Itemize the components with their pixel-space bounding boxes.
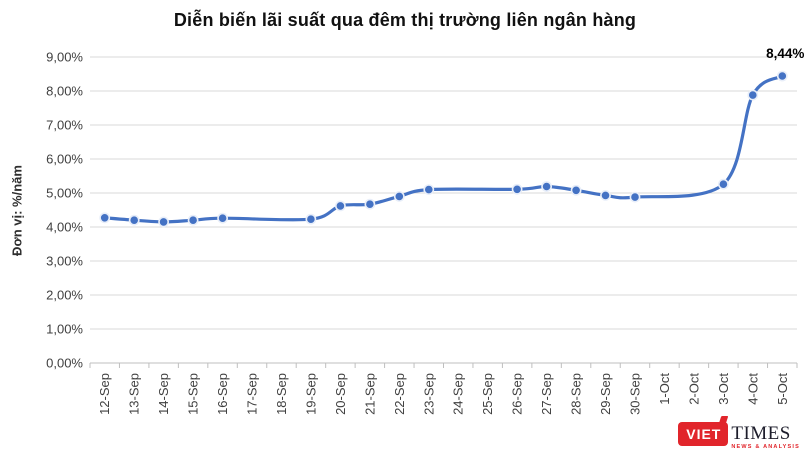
x-tick-label: 16-Sep bbox=[215, 373, 230, 415]
logo-times-text: TIMES bbox=[731, 423, 791, 444]
x-tick-label: 27-Sep bbox=[539, 373, 554, 415]
x-tick-label: 26-Sep bbox=[510, 373, 525, 415]
x-tick-label: 24-Sep bbox=[451, 373, 466, 415]
chart-title: Diễn biến lãi suất qua đêm thị trường li… bbox=[173, 10, 637, 30]
x-tick-label: 14-Sep bbox=[156, 373, 171, 415]
x-tick-label: 23-Sep bbox=[421, 373, 436, 415]
y-tick-label: 1,00% bbox=[46, 322, 83, 337]
data-point-marker bbox=[128, 214, 140, 226]
x-tick-label: 3-Oct bbox=[716, 373, 731, 405]
data-point-marker bbox=[600, 189, 611, 201]
data-point-marker bbox=[187, 214, 199, 226]
data-point-marker bbox=[217, 212, 228, 224]
x-tick-label: 13-Sep bbox=[127, 373, 142, 415]
x-tick-label: 12-Sep bbox=[97, 373, 112, 415]
y-tick-label: 0,00% bbox=[46, 356, 83, 371]
rate-line-series bbox=[103, 74, 784, 224]
x-tick-label: 2-Oct bbox=[686, 373, 701, 405]
data-point-marker bbox=[423, 184, 435, 195]
data-point-marker bbox=[747, 89, 759, 101]
y-tick-label: 2,00% bbox=[46, 288, 83, 303]
x-tick-label: 1-Oct bbox=[657, 373, 672, 405]
y-tick-label: 4,00% bbox=[46, 220, 83, 235]
data-point-marker bbox=[158, 216, 169, 228]
data-point-marker bbox=[305, 213, 317, 225]
y-tick-label: 7,00% bbox=[46, 118, 83, 133]
y-tick-label: 3,00% bbox=[46, 254, 83, 269]
y-tick-label: 9,00% bbox=[46, 50, 83, 65]
x-tick-label: 15-Sep bbox=[186, 373, 201, 415]
data-point-marker bbox=[334, 200, 346, 212]
x-tick-label: 18-Sep bbox=[274, 373, 289, 415]
data-point-marker bbox=[541, 181, 552, 192]
logo-viet-text: VIET bbox=[686, 426, 722, 442]
x-tick-label: 19-Sep bbox=[303, 373, 318, 415]
data-point-marker bbox=[718, 178, 729, 190]
x-tick-label: 4-Oct bbox=[745, 373, 760, 405]
logo-viet-badge: VIET bbox=[678, 416, 729, 446]
viettimes-logo: VIET TIMES NEWS & ANALYSIS bbox=[678, 416, 800, 450]
x-tick-label: 20-Sep bbox=[333, 373, 348, 415]
data-point-marker bbox=[511, 183, 523, 195]
data-point-marker bbox=[570, 184, 582, 196]
data-point-marker bbox=[776, 70, 788, 82]
x-tick-label: 17-Sep bbox=[245, 373, 260, 415]
y-tick-label: 5,00% bbox=[46, 186, 83, 201]
x-tick-label: 30-Sep bbox=[627, 373, 642, 415]
y-tick-label: 8,00% bbox=[46, 84, 83, 99]
x-tick-label: 21-Sep bbox=[362, 373, 377, 415]
y-tick-label: 6,00% bbox=[46, 152, 83, 167]
x-tick-label: 29-Sep bbox=[598, 373, 613, 415]
data-point-marker bbox=[364, 198, 376, 210]
data-label-last-point: 8,44% bbox=[766, 46, 804, 61]
data-point-marker bbox=[99, 212, 111, 224]
x-tick-label: 25-Sep bbox=[480, 373, 495, 415]
data-point-marker bbox=[393, 190, 405, 202]
x-tick-label: 5-Oct bbox=[775, 373, 790, 405]
logo-tagline: NEWS & ANALYSIS bbox=[731, 444, 800, 450]
x-tick-label: 22-Sep bbox=[392, 373, 407, 415]
x-tick-label: 28-Sep bbox=[569, 373, 584, 415]
data-point-marker bbox=[629, 191, 641, 203]
